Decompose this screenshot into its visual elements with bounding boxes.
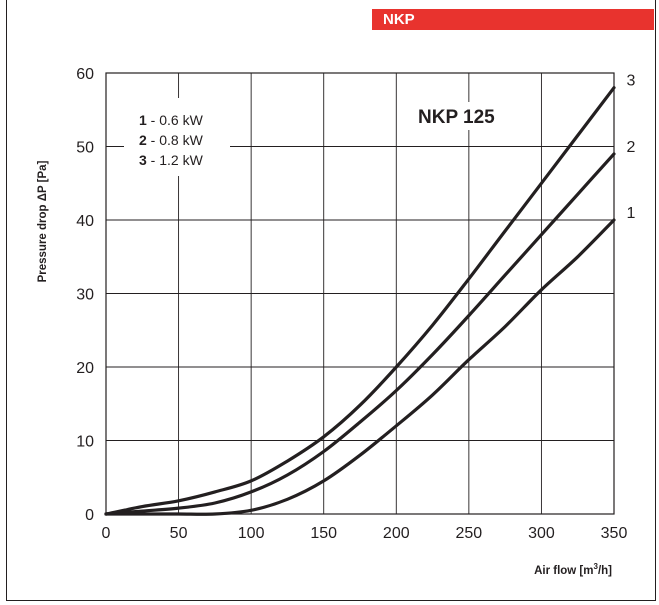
x-tick-label: 100	[238, 525, 265, 542]
legend-item-2: 2 - 0.8 kW	[139, 132, 204, 148]
badge-label: NKP	[383, 11, 415, 28]
y-tick-label: 30	[76, 287, 94, 304]
legend-item-1: 1 - 0.6 kW	[139, 112, 204, 128]
axis-ticks: 0 50 100 150 200 250 300 350 0 10 20 30 40 50 60	[76, 66, 627, 542]
y-tick-label: 40	[76, 213, 94, 230]
legend: 1 - 0.6 kW2 - 0.8 kW3 - 1.2 kW	[139, 112, 204, 168]
x-tick-label: 350	[601, 525, 628, 542]
legend-background	[124, 98, 230, 176]
product-badge: NKP	[372, 9, 654, 30]
y-tick-label: 20	[76, 360, 94, 377]
legend-item-text: - 1.2 kW	[147, 152, 204, 168]
title-background	[410, 102, 516, 130]
series-lines	[104, 86, 616, 516]
x-axis-label: Air flow [m3/h]	[534, 562, 612, 577]
x-axis-label-sup: 3	[593, 562, 598, 571]
series-label-2: 2	[627, 139, 636, 156]
x-axis-label-main: Air flow [m	[534, 565, 593, 577]
y-axis-label: Pressure drop ΔP [Pa]	[37, 160, 49, 282]
legend-item-number: 2	[139, 132, 147, 148]
x-tick-label: 300	[528, 525, 555, 542]
series-line-3	[104, 86, 616, 516]
y-tick-label: 10	[76, 434, 94, 451]
series-label-3: 3	[627, 73, 636, 90]
x-tick-label: 50	[170, 525, 188, 542]
series-labels: 1 2 3	[627, 73, 636, 222]
x-tick-label: 200	[383, 525, 410, 542]
plot-border	[105, 72, 615, 515]
legend-item-number: 3	[139, 152, 147, 168]
x-tick-label: 150	[310, 525, 337, 542]
chart-title: NKP 125	[418, 107, 495, 128]
x-tick-label: 0	[102, 525, 111, 542]
legend-item-3: 3 - 1.2 kW	[139, 152, 204, 168]
legend-item-text: - 0.8 kW	[147, 132, 204, 148]
series-line-1	[104, 218, 616, 516]
chart-frame	[6, 0, 656, 601]
legend-item-number: 1	[139, 112, 147, 128]
y-tick-label: 60	[76, 66, 94, 83]
y-tick-label: 50	[76, 140, 94, 157]
series-label-1: 1	[627, 205, 636, 222]
series-line-2	[104, 152, 616, 516]
legend-item-text: - 0.6 kW	[147, 112, 204, 128]
x-axis-label-tail: /h]	[598, 565, 612, 577]
x-tick-label: 250	[456, 525, 483, 542]
y-tick-label: 0	[85, 507, 94, 524]
